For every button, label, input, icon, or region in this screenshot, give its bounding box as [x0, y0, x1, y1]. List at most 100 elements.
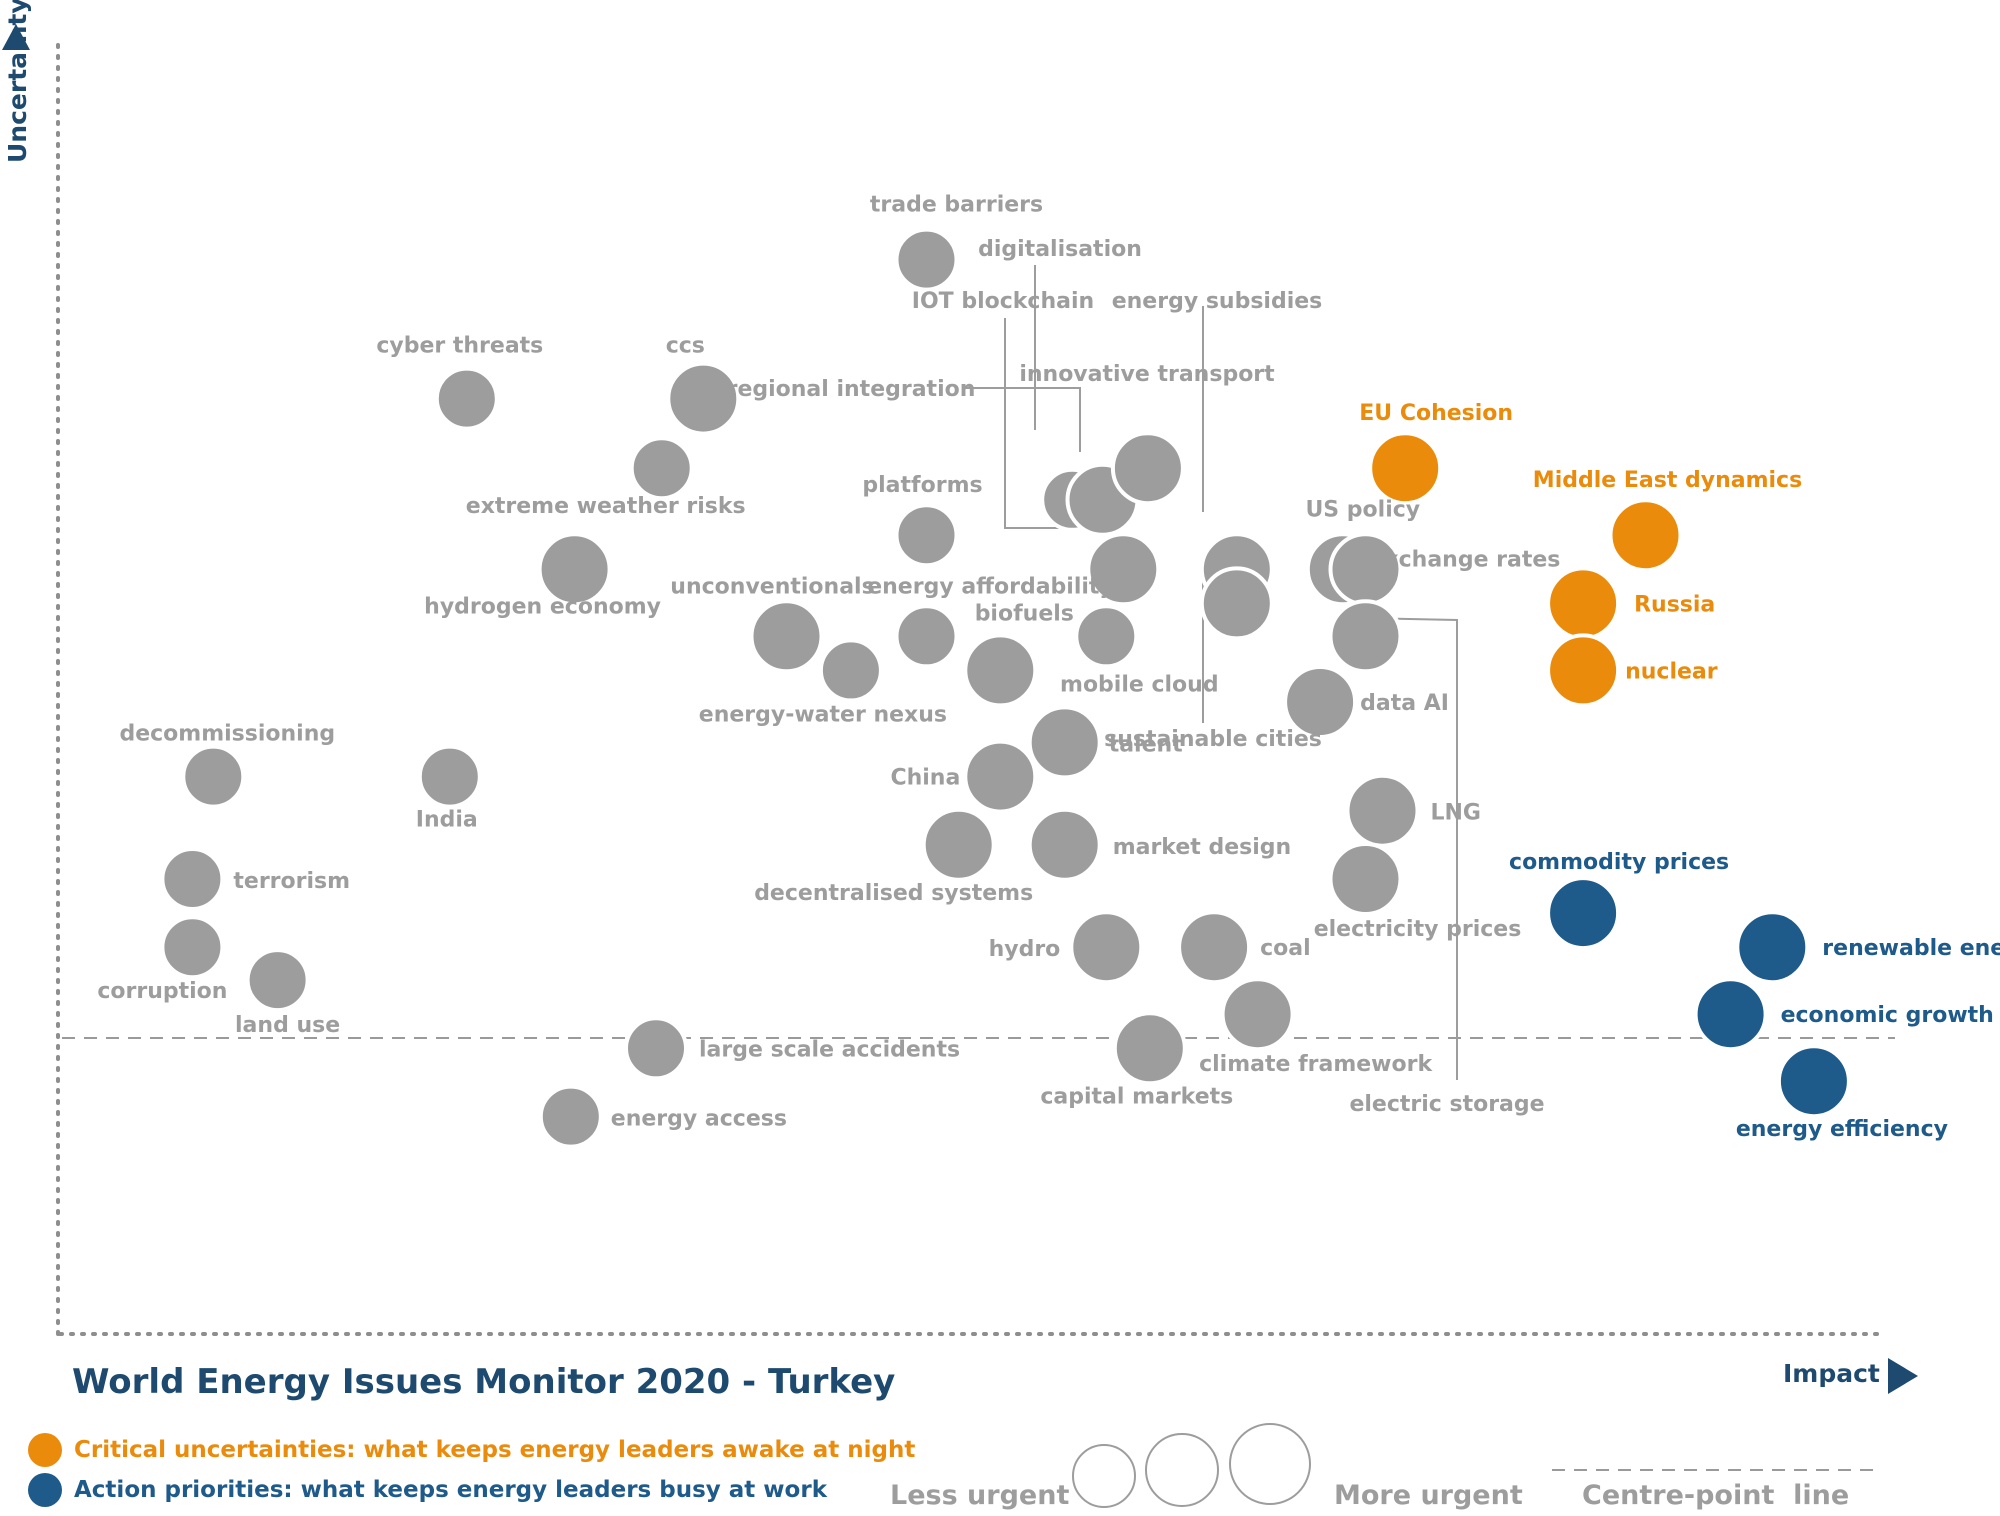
bubble-economic-growth: [1693, 977, 1768, 1052]
legend-dot-blue: [28, 1473, 62, 1507]
bubble-talent: [1027, 705, 1102, 780]
label-terrorism: terrorism: [233, 869, 350, 894]
bubble-russia: [1546, 566, 1621, 641]
label-coal: coal: [1260, 936, 1311, 961]
legend-item-critical: Critical uncertainties: what keeps energ…: [28, 1430, 915, 1470]
bubble-capital-markets: [1112, 1011, 1187, 1086]
label-corruption: corruption: [97, 979, 227, 1004]
label-digitalisation: digitalisation: [978, 237, 1142, 262]
label-hydrogen-economy: hydrogen economy: [424, 594, 661, 619]
bubble-electricity-prices: [1328, 842, 1403, 916]
bubble-large-scale-accidents: [624, 1016, 688, 1081]
bubble-energy-affordability: [894, 604, 959, 669]
label-iot-blockchain: IOT blockchain: [912, 289, 1094, 314]
label-extreme-weather-risks: extreme weather risks: [466, 494, 746, 519]
centre-point-line-label: Centre-point line: [1582, 1480, 1850, 1511]
point-labels-group: trade barriers cyber threats ccs extreme we…: [97, 193, 2000, 1143]
bubble-coal: [1177, 910, 1252, 985]
label-eu-cohesion: EU Cohesion: [1359, 401, 1513, 426]
label-energy-subsidies: energy subsidies: [1112, 289, 1323, 314]
bubble-market-design: [1027, 807, 1102, 882]
bubble-energy-water-nexus: [818, 638, 883, 703]
less-urgent-label: Less urgent: [890, 1480, 1070, 1511]
bubble-data-ai: [1283, 665, 1358, 739]
legend-dot-orange: [28, 1433, 62, 1467]
bubble-decommissioning: [181, 744, 246, 809]
bubble-eu-cohesion: [1368, 431, 1443, 506]
bubble-terrorism: [160, 847, 225, 911]
label-hydro: hydro: [989, 937, 1061, 962]
label-land-use: land use: [235, 1013, 340, 1038]
axes: [2, 24, 1918, 1394]
bubble-regional-integration: [1086, 532, 1161, 607]
label-renewable-energies: renewable energies: [1822, 936, 2000, 961]
label-india: India: [416, 808, 478, 833]
bubble-corruption: [160, 915, 225, 980]
label-energy-efficiency: energy efficiency: [1736, 1117, 1948, 1142]
label-russia: Russia: [1634, 592, 1715, 617]
bubble-electric-storage: [1328, 599, 1403, 674]
label-regional-integration: regional integration: [727, 377, 976, 402]
label-cyber-threats: cyber threats: [376, 334, 543, 359]
label-decommissioning: decommissioning: [119, 722, 335, 747]
legend-item-action: Action priorities: what keeps energy lea…: [28, 1470, 827, 1510]
label-middle-east-dynamics: Middle East dynamics: [1533, 468, 1802, 493]
bubble-extreme-weather-risks: [629, 436, 694, 501]
size-legend-small-circle: [1072, 1444, 1136, 1508]
label-us-policy: US policy: [1305, 497, 1420, 522]
label-biofuels: biofuels: [975, 601, 1074, 626]
size-legend-medium-circle: [1145, 1433, 1219, 1507]
label-innovative-transport: innovative transport: [1019, 362, 1275, 387]
bubble-renewable-energies: [1735, 910, 1810, 985]
bubble-trade-barriers: [894, 227, 959, 292]
label-china: China: [890, 766, 960, 791]
connector-regional-integration: [965, 387, 1081, 452]
bubble-hydrogen-economy: [537, 532, 612, 607]
legend-label-critical: Critical uncertainties: what keeps energ…: [74, 1437, 916, 1463]
bubble-commodity-prices: [1546, 876, 1621, 951]
label-nuclear: nuclear: [1625, 659, 1718, 684]
size-legend: [1072, 1423, 1311, 1508]
bubble-mobile-cloud: [1074, 604, 1139, 669]
bubble-climate-framework: [1220, 977, 1295, 1052]
bubble-hydro: [1069, 910, 1144, 985]
label-market-design: market design: [1113, 835, 1291, 860]
bubble-lng: [1345, 773, 1420, 848]
bubble-innovative-transport: [1110, 431, 1185, 506]
label-trade-barriers: trade barriers: [870, 193, 1043, 218]
size-legend-large-circle: [1229, 1423, 1311, 1505]
label-talent: talent: [1109, 732, 1183, 757]
label-economic-growth: economic growth: [1781, 1003, 1994, 1028]
y-axis-arrow-icon: [2, 24, 30, 50]
more-urgent-label: More urgent: [1334, 1480, 1523, 1511]
label-mobile-cloud: mobile cloud: [1060, 672, 1219, 697]
bubble-china: [963, 739, 1038, 814]
bubble-unconventionals: [749, 599, 824, 674]
page-title: World Energy Issues Monitor 2020 - Turke…: [72, 1362, 896, 1402]
bubbles-group: [160, 227, 1851, 1149]
label-sustainable-cities: sustainable cities: [1104, 727, 1322, 752]
label-capital-markets: capital markets: [1040, 1084, 1233, 1109]
label-exchange-rates: exchange rates: [1370, 547, 1561, 572]
bubble-middle-east-dynamics: [1608, 498, 1683, 573]
bubble-biofuels: [963, 633, 1038, 708]
x-axis-arrow-icon: [1888, 1358, 1918, 1394]
label-platforms: platforms: [862, 473, 982, 498]
bubble-energy-access: [538, 1084, 603, 1149]
label-data-ai: data AI: [1360, 691, 1449, 716]
label-energy-water-nexus: energy-water nexus: [699, 702, 947, 727]
label-energy-affordability: energy affordability: [867, 574, 1114, 599]
label-commodity-prices: commodity prices: [1509, 850, 1729, 875]
label-climate-framework: climate framework: [1199, 1052, 1433, 1077]
legend-label-action: Action priorities: what keeps energy lea…: [74, 1477, 827, 1503]
label-energy-access: energy access: [611, 1107, 787, 1132]
bubble-platforms: [894, 503, 959, 568]
label-lng: LNG: [1431, 801, 1482, 826]
bubble-india: [417, 744, 482, 809]
label-electric-storage: electric storage: [1349, 1092, 1544, 1117]
label-unconventionals: unconventionals: [670, 574, 874, 599]
bubble-energy-efficiency: [1776, 1044, 1851, 1119]
bubble-sustainable-cities: [1199, 566, 1274, 641]
label-decentralised-systems: decentralised systems: [754, 881, 1033, 906]
y-axis-label: Uncertainty: [3, 0, 32, 163]
